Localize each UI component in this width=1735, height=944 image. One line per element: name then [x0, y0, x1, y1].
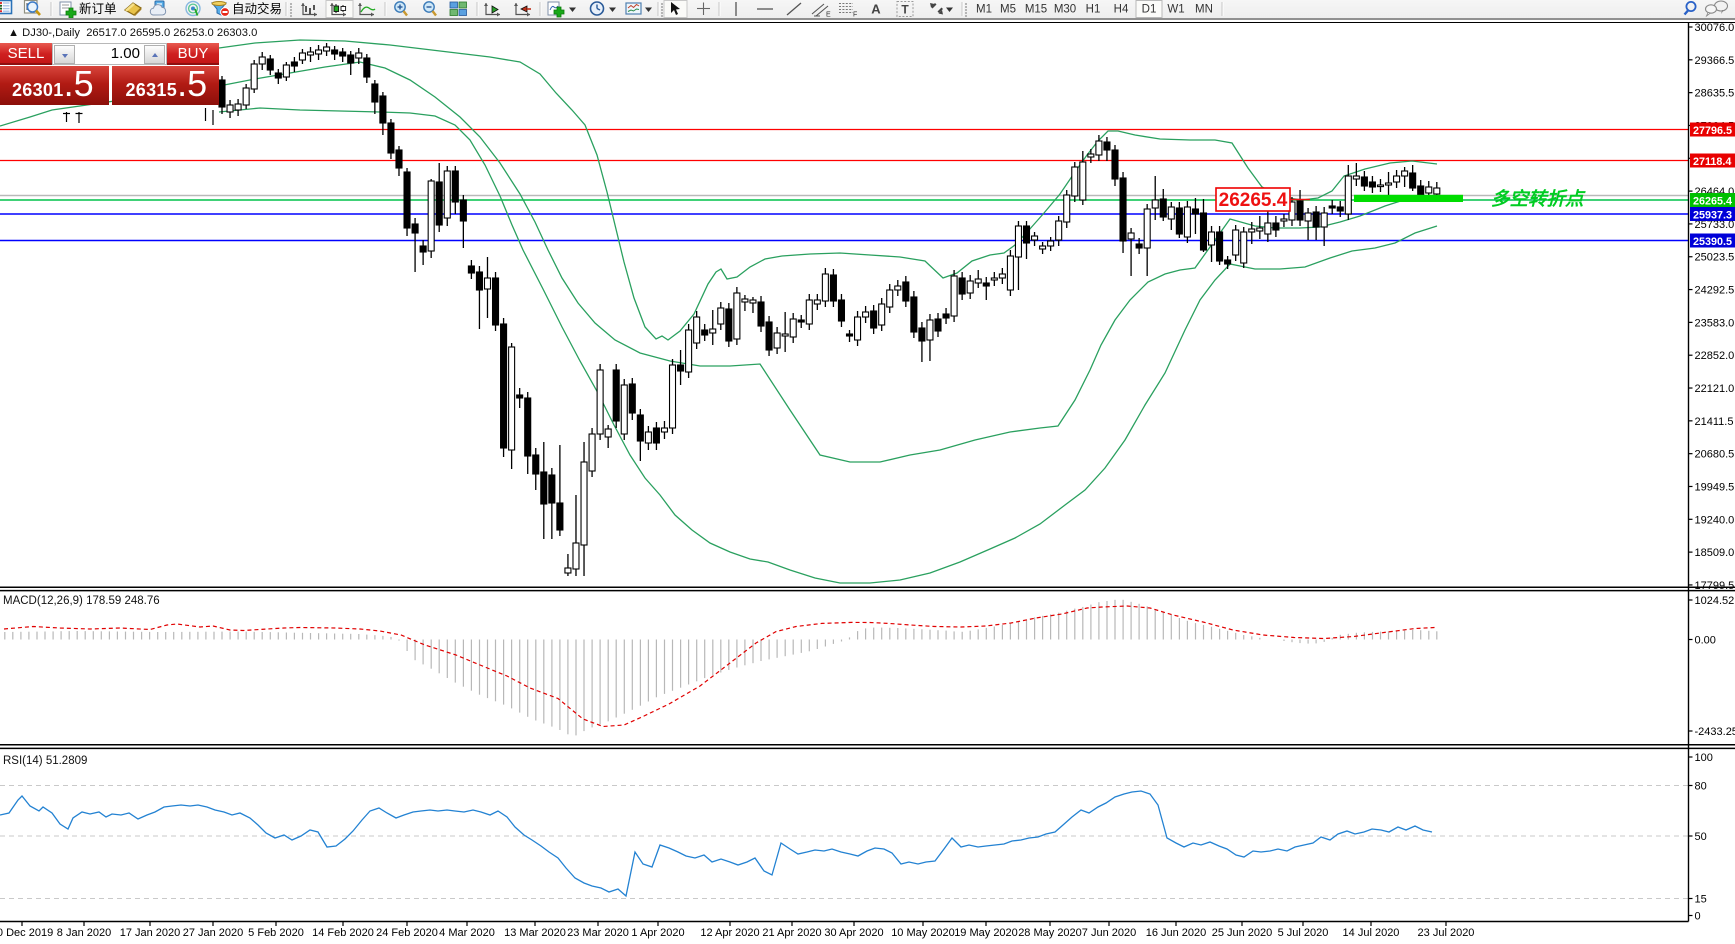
- svg-text:26265.4: 26265.4: [1693, 196, 1732, 208]
- svg-text:25937.3: 25937.3: [1693, 210, 1732, 222]
- svg-text:22121.0: 22121.0: [1695, 383, 1735, 395]
- svg-text:21411.5: 21411.5: [1695, 416, 1734, 428]
- svg-text:1 Apr 2020: 1 Apr 2020: [631, 927, 684, 939]
- svg-text:24292.5: 24292.5: [1695, 285, 1735, 297]
- svg-text:7 Jun 2020: 7 Jun 2020: [1082, 927, 1136, 939]
- svg-text:30076.0: 30076.0: [1695, 23, 1735, 34]
- svg-text:1024.52: 1024.52: [1695, 595, 1735, 607]
- svg-text:17799.5: 17799.5: [1695, 580, 1735, 592]
- svg-text:30 Apr 2020: 30 Apr 2020: [824, 927, 883, 939]
- svg-text:30 Dec 2019: 30 Dec 2019: [0, 927, 53, 939]
- svg-text:50: 50: [1695, 831, 1707, 843]
- svg-text:27 Jan 2020: 27 Jan 2020: [183, 927, 244, 939]
- svg-text:T: T: [901, 3, 909, 17]
- svg-text:M30: M30: [1054, 4, 1076, 16]
- svg-text:多空转折点: 多空转折点: [1491, 188, 1586, 210]
- svg-text:24 Feb 2020: 24 Feb 2020: [376, 927, 438, 939]
- svg-text:23 Jul 2020: 23 Jul 2020: [1418, 927, 1475, 939]
- svg-text:100: 100: [1695, 752, 1713, 764]
- svg-text:0: 0: [1695, 911, 1701, 923]
- svg-text:23583.0: 23583.0: [1695, 317, 1735, 329]
- svg-text:17 Jan 2020: 17 Jan 2020: [120, 927, 181, 939]
- svg-text:A: A: [871, 2, 881, 17]
- svg-text:21 Apr 2020: 21 Apr 2020: [762, 927, 821, 939]
- svg-text:12 Apr 2020: 12 Apr 2020: [700, 927, 759, 939]
- svg-text:4 Mar 2020: 4 Mar 2020: [439, 927, 495, 939]
- svg-text:MACD(12,26,9) 178.59 248.76: MACD(12,26,9) 178.59 248.76: [3, 595, 160, 607]
- svg-text:M1: M1: [976, 4, 992, 16]
- svg-text:自动交易: 自动交易: [232, 1, 282, 16]
- svg-text:RSI(14) 51.2809: RSI(14) 51.2809: [3, 755, 87, 767]
- svg-text:18509.0: 18509.0: [1695, 547, 1735, 559]
- svg-text:0.00: 0.00: [1695, 635, 1716, 647]
- svg-text:MN: MN: [1195, 4, 1213, 16]
- svg-text:25023.5: 25023.5: [1695, 252, 1735, 264]
- svg-text:M15: M15: [1025, 4, 1047, 16]
- svg-text:E: E: [826, 12, 831, 19]
- svg-text:23 Mar 2020: 23 Mar 2020: [567, 927, 629, 939]
- svg-text:D1: D1: [1142, 4, 1157, 16]
- svg-text:28635.5: 28635.5: [1695, 88, 1735, 100]
- svg-text:26265.4: 26265.4: [1219, 190, 1288, 211]
- svg-text:H1: H1: [1086, 4, 1101, 16]
- svg-text:27796.5: 27796.5: [1693, 125, 1732, 137]
- svg-text:19240.0: 19240.0: [1695, 514, 1735, 526]
- svg-text:新订单: 新订单: [79, 1, 117, 16]
- svg-text:29366.5: 29366.5: [1695, 55, 1735, 67]
- svg-text:13 Mar 2020: 13 Mar 2020: [504, 927, 566, 939]
- svg-text:14 Feb 2020: 14 Feb 2020: [312, 927, 374, 939]
- svg-text:10 May 2020: 10 May 2020: [891, 927, 955, 939]
- svg-text:F: F: [853, 12, 857, 19]
- svg-text:-2433.25: -2433.25: [1695, 726, 1735, 738]
- svg-text:14 Jul 2020: 14 Jul 2020: [1343, 927, 1400, 939]
- svg-text:25733.0: 25733.0: [1695, 219, 1735, 231]
- svg-text:16 Jun 2020: 16 Jun 2020: [1146, 927, 1207, 939]
- svg-text:15: 15: [1695, 894, 1707, 906]
- svg-text:19949.5: 19949.5: [1695, 481, 1735, 493]
- svg-text:20680.5: 20680.5: [1695, 449, 1735, 461]
- svg-text:8 Jan 2020: 8 Jan 2020: [57, 927, 111, 939]
- svg-text:5 Jul 2020: 5 Jul 2020: [1278, 927, 1329, 939]
- svg-text:22852.0: 22852.0: [1695, 350, 1735, 362]
- svg-text:H4: H4: [1114, 4, 1129, 16]
- svg-text:27118.4: 27118.4: [1693, 156, 1731, 168]
- svg-text:W1: W1: [1167, 4, 1184, 16]
- svg-text:M5: M5: [1000, 4, 1016, 16]
- svg-text:25390.5: 25390.5: [1693, 236, 1732, 248]
- svg-text:80: 80: [1695, 781, 1707, 793]
- svg-text:25 Jun 2020: 25 Jun 2020: [1212, 927, 1273, 939]
- svg-text:5 Feb 2020: 5 Feb 2020: [248, 927, 304, 939]
- svg-text:19 May 2020: 19 May 2020: [954, 927, 1018, 939]
- svg-text:28 May 2020: 28 May 2020: [1018, 927, 1082, 939]
